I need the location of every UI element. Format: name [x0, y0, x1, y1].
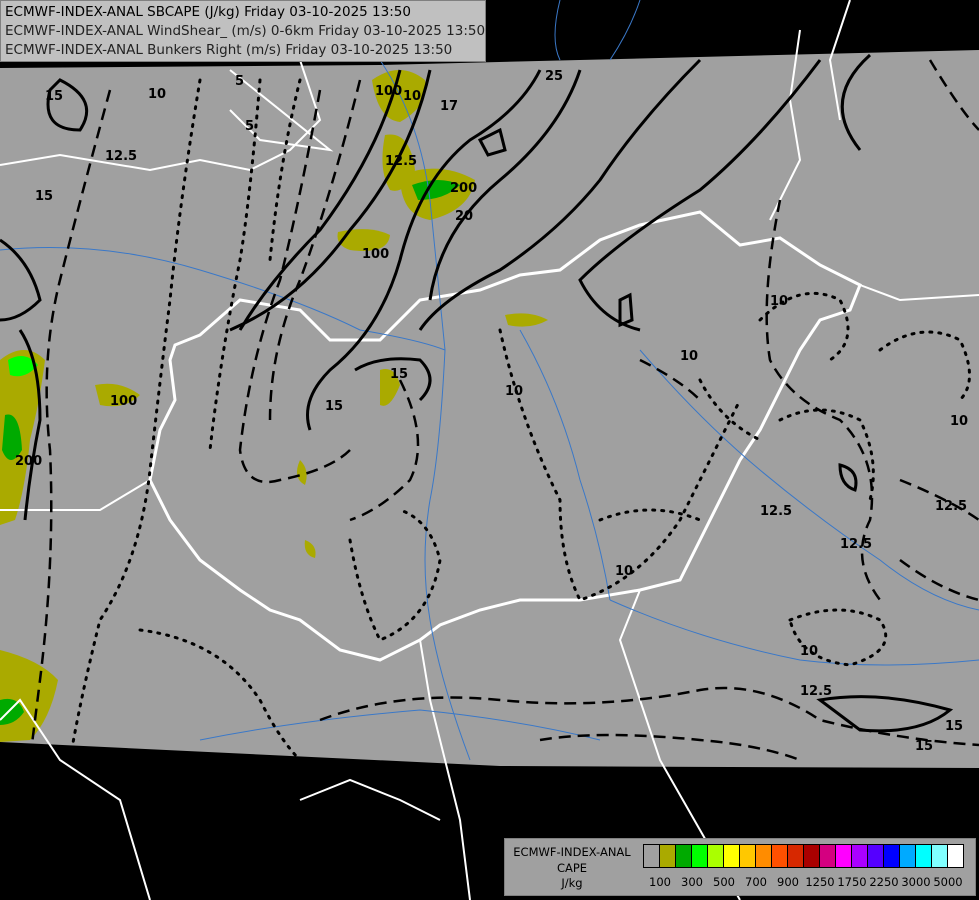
legend-tick-label: 1250: [805, 875, 835, 889]
contour-label: 200: [450, 181, 477, 196]
contour-label: 12.5: [385, 154, 417, 169]
legend-swatch: [803, 845, 819, 867]
legend-tick-label: 5000: [933, 875, 963, 889]
contour-label: 100: [375, 84, 402, 99]
legend-tick-label: 700: [745, 875, 767, 889]
title-bunkers: ECMWF-INDEX-ANAL Bunkers Right (m/s) Fri…: [5, 42, 453, 58]
legend-swatch: [644, 845, 659, 867]
legend-model: ECMWF-INDEX-ANAL: [513, 845, 631, 859]
legend-variable: CAPE: [556, 860, 588, 875]
legend-tick-label: 100: [649, 875, 671, 889]
legend-swatch: [723, 845, 739, 867]
contour-label: 10: [770, 294, 788, 309]
legend-color-bar: [643, 844, 964, 868]
legend-swatch: [771, 845, 787, 867]
legend-unit: J/kg: [561, 876, 583, 890]
contour-label: 100: [110, 394, 137, 409]
shear-contours-dashed: [28, 59, 979, 762]
legend-tick-label: 2250: [869, 875, 899, 889]
legend-swatch: [691, 845, 707, 867]
legend-title: ECMWF-INDEX-ANAL CAPE J/kg: [507, 845, 637, 892]
legend-tick-label: 1750: [837, 875, 867, 889]
legend-tick-label: 3000: [901, 875, 931, 889]
legend-swatch: [883, 845, 899, 867]
windshear-contours-solid: [0, 53, 954, 733]
contour-label: 100: [362, 247, 389, 262]
legend-swatch: [851, 845, 867, 867]
legend-swatch: [899, 845, 915, 867]
contour-label: 15: [35, 189, 53, 204]
cape-area: [372, 70, 426, 122]
cape-area: [337, 229, 390, 251]
legend-swatch: [675, 845, 691, 867]
contour-label: 10: [615, 564, 633, 579]
bunkers-contours-dotted: [68, 78, 971, 762]
rivers: [0, 0, 979, 761]
map-title-box: ECMWF-INDEX-ANAL SBCAPE (J/kg) Friday 03…: [0, 0, 486, 62]
contour-label: 15: [945, 719, 963, 734]
legend-swatch: [931, 845, 947, 867]
contour-label: 12.5: [105, 149, 137, 164]
cape-area: [296, 460, 307, 485]
contour-label: 15: [390, 367, 408, 382]
contour-label: 5: [235, 74, 244, 89]
contour-label: 10: [148, 87, 166, 102]
legend-tick-label: 300: [681, 875, 703, 889]
cape-area: [304, 540, 316, 558]
cape-area: [505, 313, 548, 327]
contour-label: 17: [440, 99, 458, 114]
legend-swatch: [915, 845, 931, 867]
legend-swatch: [787, 845, 803, 867]
contour-label: 10: [403, 89, 421, 104]
legend-swatch: [947, 845, 963, 867]
legend-tick-label: 500: [713, 875, 735, 889]
contour-label: 15: [915, 739, 933, 754]
contour-label: 10: [505, 384, 523, 399]
cape-area: [0, 350, 45, 525]
contour-label: 200: [15, 454, 42, 469]
contour-label: 25: [545, 69, 563, 84]
contour-label: 10: [950, 414, 968, 429]
contour-label: 12.5: [935, 499, 967, 514]
legend-swatch: [755, 845, 771, 867]
cape-area: [380, 369, 400, 406]
legend-swatch: [739, 845, 755, 867]
contour-label: 15: [325, 399, 343, 414]
title-sbcape: ECMWF-INDEX-ANAL SBCAPE (J/kg) Friday 03…: [5, 4, 411, 20]
legend-swatch: [819, 845, 835, 867]
cape-legend: ECMWF-INDEX-ANAL CAPE J/kg 100 300 500 700 9…: [504, 838, 976, 896]
legend-swatch: [867, 845, 883, 867]
contour-label: 15: [45, 89, 63, 104]
contour-label: 10: [800, 644, 818, 659]
contour-label: 10: [680, 349, 698, 364]
contour-label: 12.5: [800, 684, 832, 699]
contour-label: 12.5: [840, 537, 872, 552]
contour-label: 20: [455, 209, 473, 224]
contour-label: 12.5: [760, 504, 792, 519]
legend-swatch: [659, 845, 675, 867]
legend-swatch: [707, 845, 723, 867]
contour-label: 5: [245, 119, 254, 134]
model-domain-area: [0, 50, 979, 768]
cape-area: [95, 383, 140, 407]
legend-tick-label: 900: [777, 875, 799, 889]
title-windshear: ECMWF-INDEX-ANAL WindShear_ (m/s) 0-6km …: [5, 23, 486, 39]
legend-swatch: [835, 845, 851, 867]
